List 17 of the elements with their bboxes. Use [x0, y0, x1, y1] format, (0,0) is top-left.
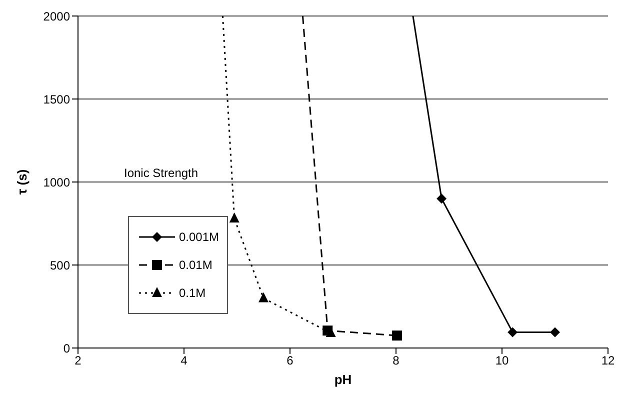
legend-label: 0.001M: [179, 230, 220, 244]
legend-label: 0.1M: [179, 286, 206, 300]
y-tick-label: 2000: [43, 9, 70, 24]
x-axis-title: pH: [334, 372, 352, 387]
legend-label: 0.01M: [179, 258, 212, 272]
y-axis-title: τ (s): [14, 169, 30, 195]
x-tick-label: 4: [180, 354, 188, 368]
y-tick-label: 1500: [43, 92, 70, 106]
x-tick-label: 2: [74, 354, 82, 368]
y-tick-label: 0: [63, 341, 70, 356]
x-tick-label: 8: [392, 354, 400, 368]
y-tick-label: 500: [50, 258, 70, 272]
legend-title: Ionic Strength: [124, 166, 198, 180]
x-tick-label: 10: [495, 354, 509, 368]
x-tick-label: 12: [601, 354, 615, 368]
x-tick-label: 6: [286, 354, 294, 368]
y-tick-label: 1000: [43, 175, 70, 190]
